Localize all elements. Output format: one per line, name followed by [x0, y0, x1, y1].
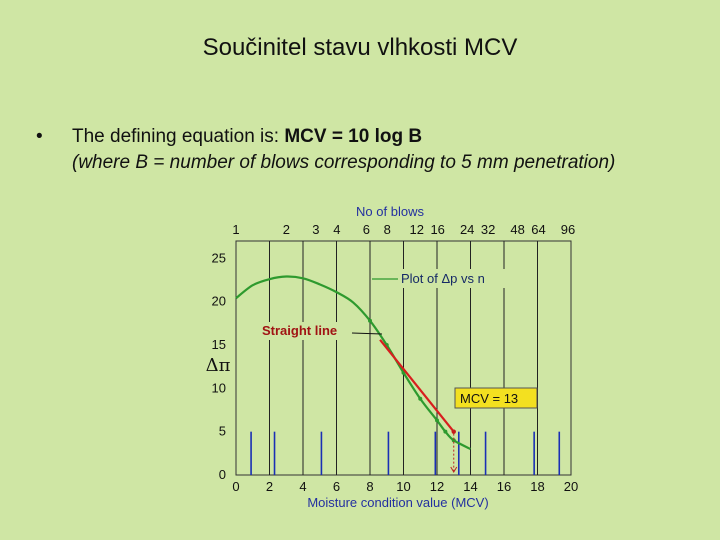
- x-tick-label: 18: [530, 479, 544, 494]
- y-axis-title: Δπ: [206, 355, 231, 376]
- x-tick-label: 10: [396, 479, 410, 494]
- x-tick-label: 14: [463, 479, 477, 494]
- data-point: [435, 418, 439, 423]
- x-tick-label: 2: [266, 479, 273, 494]
- top-tick-label: 3: [312, 222, 319, 237]
- mcv-text: MCV = 13: [460, 391, 518, 406]
- top-tick-label: 48: [510, 222, 524, 237]
- data-point: [451, 438, 456, 443]
- top-tick-label: 4: [333, 222, 340, 237]
- y-tick-label: 0: [219, 467, 226, 482]
- x-tick-label: 0: [232, 479, 239, 494]
- top-tick-label: 24: [460, 222, 474, 237]
- slide-title: Součinitel stavu vlhkosti MCV: [202, 34, 518, 61]
- top-tick-label: 96: [561, 222, 575, 237]
- top-tick-label: 1: [232, 222, 239, 237]
- top-axis-title: No of blows: [356, 204, 424, 219]
- straight-line-bg: [259, 322, 353, 340]
- x-axis-title: Moisture condition value (MCV): [307, 495, 488, 510]
- mcv-annotation: MCV = 13: [450, 387, 538, 473]
- series-curve: [235, 275, 472, 450]
- top-tick-label: 16: [430, 222, 444, 237]
- bullet-line: The defining equation is: MCV = 10 log B: [72, 124, 422, 150]
- bullet-symbol: •: [36, 126, 43, 147]
- x-tick-label: 16: [497, 479, 511, 494]
- straight-line-leader: [351, 332, 383, 335]
- y-tick-label: 20: [212, 294, 226, 309]
- straight-line-annotation: Straight line: [259, 322, 383, 340]
- x-tick-label: 20: [564, 479, 578, 494]
- vertical-bars: [250, 431, 561, 475]
- bullet-note: (where B = number of blows corresponding…: [72, 152, 616, 173]
- data-point: [443, 429, 448, 434]
- y-tick-label: 5: [219, 424, 226, 439]
- bullet-lead: The defining equation is:: [72, 126, 285, 147]
- x-tick-label: 12: [430, 479, 444, 494]
- data-point: [368, 318, 372, 323]
- y-tick-label: 15: [212, 337, 226, 352]
- mcv-box: [454, 387, 538, 409]
- x-tick-label: 4: [299, 479, 306, 494]
- top-tick-label: 12: [410, 222, 424, 237]
- plot-label-bg: [398, 269, 522, 288]
- top-tick-label: 8: [384, 222, 391, 237]
- plot-label-annotation: Plot of Δp vs n: [372, 269, 522, 288]
- x-tick-label: 8: [366, 479, 373, 494]
- plot-label-text: Plot of Δp vs n: [401, 271, 485, 286]
- bullet-equation: MCV = 10 log B: [284, 126, 423, 147]
- top-tick-label: 6: [363, 222, 370, 237]
- series-curves: [235, 275, 472, 450]
- mcv-arrow: [450, 466, 458, 473]
- top-tick-label: 32: [481, 222, 495, 237]
- data-point: [418, 396, 423, 401]
- y-tick-label: 25: [212, 250, 226, 265]
- top-tick-label: 2: [283, 222, 290, 237]
- y-tick-label: 10: [212, 380, 226, 395]
- top-tick-label: 64: [531, 222, 545, 237]
- x-tick-label: 6: [333, 479, 340, 494]
- straight-line-text: Straight line: [262, 323, 337, 338]
- straight-line: [379, 339, 455, 433]
